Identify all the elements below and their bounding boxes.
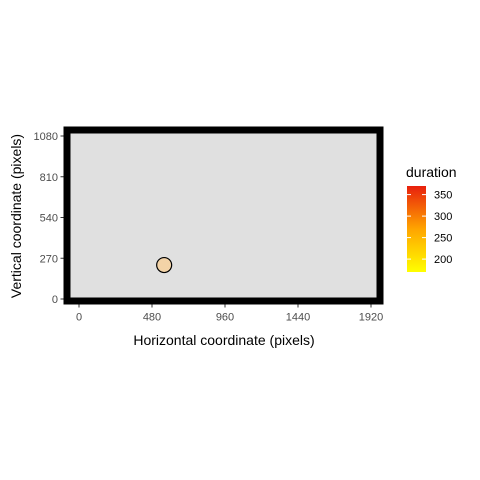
y-tick-label: 810 <box>40 172 58 184</box>
y-tick-label: 270 <box>40 253 58 265</box>
legend-break-label: 300 <box>434 211 452 223</box>
legend-title: duration <box>406 164 457 180</box>
y-tick-label: 0 <box>52 294 58 306</box>
x-tick-label: 1440 <box>286 312 310 324</box>
data-point <box>156 256 173 274</box>
x-axis-title: Horizontal coordinate (pixels) <box>133 332 314 348</box>
legend-break-label: 350 <box>434 190 452 202</box>
plot-panel <box>63 126 384 305</box>
legend-break-label: 250 <box>434 233 452 245</box>
y-axis-title: Vertical coordinate (pixels) <box>8 134 24 298</box>
y-tick-label: 540 <box>40 213 58 225</box>
x-tick-label: 1920 <box>359 312 383 324</box>
x-tick-label: 480 <box>143 312 161 324</box>
legend-colorbar <box>407 186 426 272</box>
x-tick-label: 960 <box>216 312 234 324</box>
x-tick-label: 0 <box>76 312 82 324</box>
legend-break-label: 200 <box>434 254 452 266</box>
y-tick-label: 1080 <box>34 131 58 143</box>
